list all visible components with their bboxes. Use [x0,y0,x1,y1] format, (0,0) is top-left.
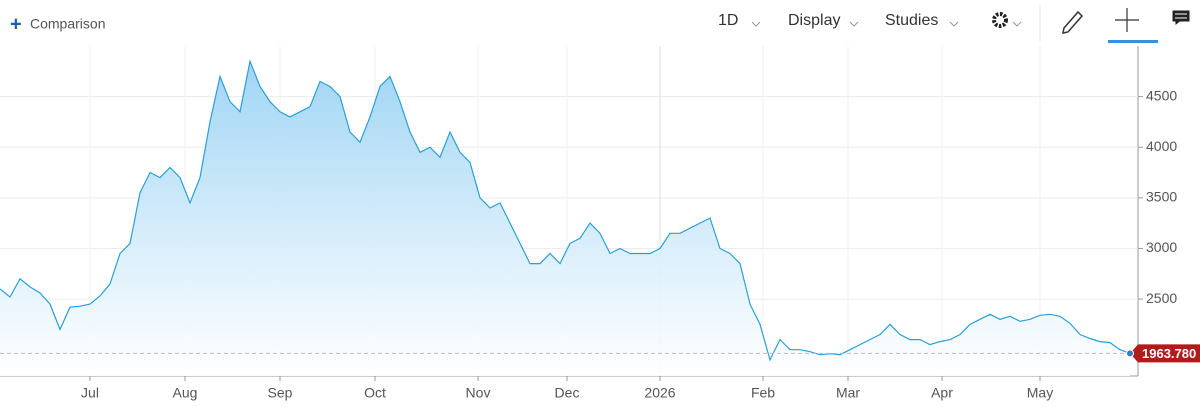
x-tick-label: 2026 [644,385,675,401]
chevron [949,21,959,27]
display-button[interactable]: Display [788,12,840,29]
settings-icon[interactable] [992,12,1008,28]
chevron [751,21,761,27]
x-tick-label: May [1027,385,1053,401]
chevron [849,21,859,27]
x-tick-label: Apr [931,385,953,401]
x-tick-label: Sep [268,385,293,401]
x-tick-label: Aug [173,385,198,401]
x-tick-label: Dec [555,385,580,401]
x-tick-label: Feb [751,385,775,401]
last-price-tag [1130,344,1200,363]
last-price-label: 1963.780 [1142,346,1196,361]
y-tick-label: 4000 [1146,138,1177,154]
toolbar: + Comparison 1D Display Studies [10,5,1191,43]
y-tick-label: 3000 [1146,239,1177,255]
y-tick-label: 2500 [1146,290,1177,306]
x-tick-label: Jul [81,385,99,401]
comment-icon[interactable] [1171,9,1191,28]
x-tick-label: Mar [836,385,860,401]
draw-icon[interactable] [1062,10,1084,34]
crosshair-icon[interactable] [1115,8,1139,32]
studies-button[interactable]: Studies [885,12,938,29]
plus-icon[interactable]: + [10,13,22,35]
interval-button[interactable]: 1D [718,12,738,29]
y-tick-label: 4500 [1146,87,1177,103]
x-tick-label: Nov [466,385,491,401]
x-tick-label: Oct [364,385,386,401]
area [0,61,1130,376]
y-tick-label: 3500 [1146,189,1177,205]
last-price-dot [1126,349,1134,358]
chevron [1012,21,1022,27]
price-line [0,59,1131,362]
comparison-button[interactable]: Comparison [30,16,105,32]
active-indicator [1108,40,1158,43]
